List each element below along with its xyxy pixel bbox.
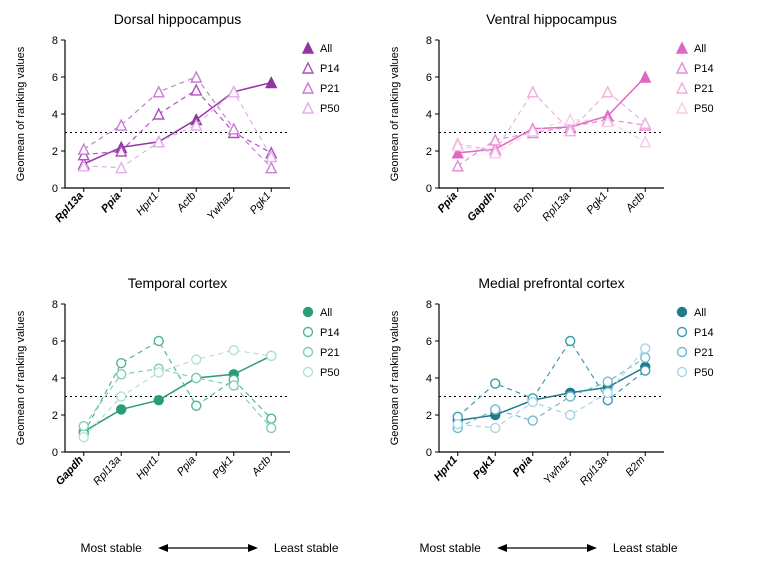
stability-most-label: Most stable xyxy=(419,541,480,555)
stability-most-label: Most stable xyxy=(80,541,141,555)
x-tick-label: Rpl13a xyxy=(540,190,572,224)
series-P21-line xyxy=(458,92,646,151)
y-axis-label: Geomean of ranking values xyxy=(15,46,27,181)
x-tick-label: Rpl13a xyxy=(91,453,123,487)
series-All-line xyxy=(84,355,272,431)
x-tick-label: Gapdh xyxy=(465,190,497,224)
legend-P50-label: P50 xyxy=(694,367,714,379)
legend-All-label: All xyxy=(320,307,332,319)
legend-All-label: All xyxy=(320,43,332,55)
y-axis-label: Geomean of ranking values xyxy=(389,310,401,445)
series-All-line xyxy=(458,366,646,420)
y-tick-label: 2 xyxy=(426,410,432,422)
y-tick-label: 2 xyxy=(426,146,432,158)
y-tick-label: 4 xyxy=(52,373,58,385)
y-tick-label: 6 xyxy=(426,336,432,348)
panel-title: Temporal cortex xyxy=(128,275,228,291)
panel-title: Dorsal hippocampus xyxy=(114,11,242,27)
panel-medial-prefrontal-cortex: Medial prefrontal cortex Geomean of ranki… xyxy=(384,272,748,536)
stability-least-label: Least stable xyxy=(613,541,678,555)
series-P21-line xyxy=(84,368,272,427)
x-tick-label: Pgk1 xyxy=(210,453,236,480)
stability-arrow-icon xyxy=(497,542,597,554)
panel-ventral-hippocampus: Ventral hippocampus Geomean of ranking va… xyxy=(384,8,748,272)
legend-P50-label: P50 xyxy=(694,103,714,115)
dorsal-svg: Dorsal hippocampus Geomean of ranking val… xyxy=(10,8,370,246)
x-tick-label: B2m xyxy=(511,190,535,215)
y-tick-label: 4 xyxy=(426,373,432,385)
series-P14-line xyxy=(84,90,272,155)
y-tick-label: 8 xyxy=(52,299,58,311)
legend-All-label: All xyxy=(694,307,706,319)
x-tick-label: Rpl13a xyxy=(53,190,86,225)
stability-least-label: Least stable xyxy=(274,541,339,555)
x-tick-label: Actb xyxy=(623,190,647,215)
series-P14-line xyxy=(458,341,646,417)
x-tick-label: Ppia xyxy=(175,453,199,477)
y-axis-label: Geomean of ranking values xyxy=(389,46,401,181)
x-tick-label: B2m xyxy=(623,453,647,478)
ventral-svg: Ventral hippocampus Geomean of ranking va… xyxy=(384,8,744,246)
y-tick-label: 0 xyxy=(426,447,432,459)
stability-axis-right: Most stable Least stable xyxy=(419,541,677,555)
legend-P14-label: P14 xyxy=(320,63,340,75)
series-All-line xyxy=(458,77,646,153)
chart-grid: Dorsal hippocampus Geomean of ranking val… xyxy=(0,0,758,565)
y-tick-label: 4 xyxy=(426,109,432,121)
y-tick-label: 6 xyxy=(52,336,58,348)
panel-dorsal-hippocampus: Dorsal hippocampus Geomean of ranking val… xyxy=(10,8,374,272)
x-tick-label: Pgk1 xyxy=(471,453,498,481)
y-tick-label: 4 xyxy=(52,109,58,121)
x-tick-label: Rpl13a xyxy=(578,453,610,487)
stability-axis-left: Most stable Least stable xyxy=(80,541,338,555)
x-tick-label: Ppia xyxy=(511,453,535,478)
y-tick-label: 6 xyxy=(426,72,432,84)
mpfc-svg: Medial prefrontal cortex Geomean of ranki… xyxy=(384,272,744,510)
x-tick-label: Hprt1 xyxy=(134,190,161,218)
x-tick-label: Pgk1 xyxy=(584,190,610,217)
legend-P21-label: P21 xyxy=(320,83,340,95)
series-P21-line xyxy=(458,357,646,427)
x-tick-label: Ywhaz xyxy=(541,453,572,486)
stability-arrow-icon xyxy=(158,542,258,554)
panel-temporal-cortex: Temporal cortex Geomean of ranking values… xyxy=(10,272,374,536)
legend-P14-label: P14 xyxy=(694,63,714,75)
series-P50-line xyxy=(84,92,272,168)
legend-P21-label: P21 xyxy=(694,83,714,95)
series-P50-line xyxy=(84,350,272,437)
y-tick-label: 0 xyxy=(52,447,58,459)
legend-P14-label: P14 xyxy=(694,327,714,339)
y-tick-label: 0 xyxy=(52,183,58,195)
y-tick-label: 6 xyxy=(52,72,58,84)
x-tick-label: Pgk1 xyxy=(248,190,274,217)
y-tick-label: 2 xyxy=(52,410,58,422)
y-tick-label: 0 xyxy=(426,183,432,195)
x-tick-label: Gapdh xyxy=(54,453,86,487)
y-tick-label: 8 xyxy=(426,299,432,311)
x-tick-label: Ppia xyxy=(99,190,123,215)
legend-P21-label: P21 xyxy=(694,347,714,359)
legend-P50-label: P50 xyxy=(320,103,340,115)
temporal-svg: Temporal cortex Geomean of ranking values… xyxy=(10,272,370,510)
panel-title: Medial prefrontal cortex xyxy=(478,275,624,291)
x-tick-label: Hprt1 xyxy=(134,453,161,481)
x-tick-label: Ywhaz xyxy=(205,190,236,223)
x-tick-label: Actb xyxy=(174,190,198,215)
x-tick-label: Actb xyxy=(249,453,273,478)
x-tick-label: Ppia xyxy=(436,190,460,215)
y-tick-label: 8 xyxy=(52,35,58,47)
legend-P14-label: P14 xyxy=(320,327,340,339)
x-tick-label: Hprt1 xyxy=(432,453,460,482)
panel-title: Ventral hippocampus xyxy=(486,11,617,27)
series-P14-line xyxy=(458,120,646,166)
y-tick-label: 2 xyxy=(52,146,58,158)
y-axis-label: Geomean of ranking values xyxy=(15,310,27,445)
series-P50-line xyxy=(458,120,646,153)
legend-All-label: All xyxy=(694,43,706,55)
series-P21-line xyxy=(84,77,272,168)
legend-P21-label: P21 xyxy=(320,347,340,359)
y-tick-label: 8 xyxy=(426,35,432,47)
legend-P50-label: P50 xyxy=(320,367,340,379)
stability-axis-row: Most stable Least stable Most stable Lea… xyxy=(10,535,748,565)
